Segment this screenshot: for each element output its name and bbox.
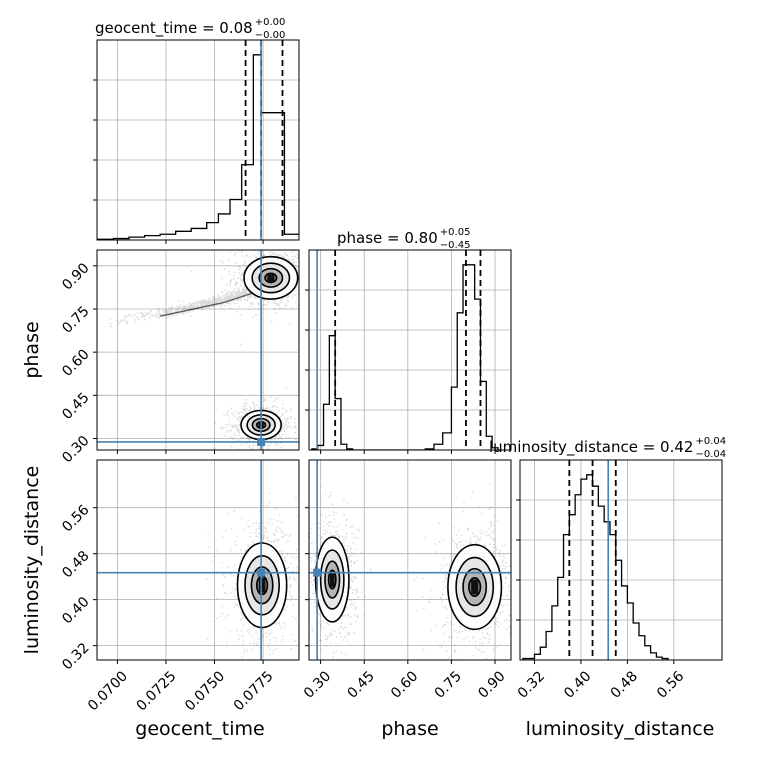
panel-frame-luminosity_distance_vs_geocent_time: [96, 459, 300, 661]
xtick-label-geocent_time-1: 0.0725: [134, 668, 180, 714]
xtick-label-luminosity_distance-3: 0.56: [654, 668, 687, 701]
xtick-label-phase-2: 0.60: [388, 668, 421, 701]
titles-layer: geocent_time = 0.08 +0.00 −0.00 phase = 0.8…: [95, 17, 726, 460]
yaxis-label-luminosity_distance: luminosity_distance: [21, 466, 43, 655]
title-plus-luminosity_distance: +0.04: [695, 436, 726, 447]
density-phase_vs_geocent_time: [109, 250, 299, 450]
ticks-layer: 0.0700 0.0725 0.0750 0.0775 0.30 0.45 0.60 0.75…: [59, 79, 687, 714]
truth-marker-phase_vs_geocent_time: [257, 437, 266, 446]
ytick-label-phase-4: 0.90: [59, 260, 92, 293]
density-peak-luminosity_distance_vs_geocent_time-0: [258, 577, 266, 593]
ytick-label-phase-0: 0.30: [59, 433, 92, 466]
xtick-label-phase-3: 0.75: [432, 668, 465, 701]
density-peak-luminosity_distance_vs_phase-1: [471, 579, 479, 595]
xtick-label-phase-4: 0.90: [475, 668, 508, 701]
ytick-label-phase-2: 0.60: [59, 347, 92, 380]
panels-layer: [96, 39, 723, 661]
title-minus-geocent_time: −0.00: [255, 30, 286, 41]
density-peak-luminosity_distance_vs_phase-0: [330, 572, 335, 587]
yaxis-label-phase: phase: [21, 321, 43, 378]
truth-marker-luminosity_distance_vs_geocent_time: [257, 568, 266, 577]
title-minus-phase: −0.45: [440, 240, 471, 251]
ytick-label-luminosity_distance-2: 0.48: [59, 548, 92, 581]
ytick-label-phase-1: 0.45: [59, 390, 92, 423]
title-plus-geocent_time: +0.00: [255, 17, 286, 28]
panel-frame-luminosity_distance: [519, 459, 723, 661]
contour-tail-phase_vs_geocent_time: [159, 292, 254, 317]
xtick-label-phase-0: 0.30: [301, 668, 334, 701]
xtick-label-geocent_time-0: 0.0700: [85, 668, 131, 714]
title-plus-phase: +0.05: [440, 227, 471, 238]
xtick-label-luminosity_distance-1: 0.40: [561, 668, 594, 701]
title-geocent_time: geocent_time = 0.08: [95, 19, 253, 38]
title-minus-luminosity_distance: −0.04: [695, 449, 726, 460]
ytick-label-phase-3: 0.75: [59, 303, 92, 336]
axis-labels-layer: geocent_time phase luminosity_distancephas…: [21, 321, 714, 740]
xtick-label-geocent_time-3: 0.0775: [231, 668, 277, 714]
ytick-label-luminosity_distance-1: 0.40: [59, 594, 92, 627]
title-luminosity_distance: luminosity_distance = 0.42: [489, 438, 693, 457]
truth-marker-luminosity_distance_vs_phase: [313, 568, 322, 577]
xtick-label-luminosity_distance-0: 0.32: [515, 668, 548, 701]
ytick-label-luminosity_distance-3: 0.56: [59, 502, 92, 535]
xaxis-label-phase: phase: [381, 718, 438, 740]
panel-frame-phase: [308, 249, 512, 451]
xtick-label-phase-1: 0.45: [344, 668, 377, 701]
xaxis-label-luminosity_distance: luminosity_distance: [526, 718, 715, 740]
histogram-geocent_time: [97, 54, 299, 240]
ytick-label-luminosity_distance-0: 0.32: [59, 640, 92, 673]
title-phase: phase = 0.80: [337, 229, 438, 247]
density-peak-phase_vs_geocent_time-0: [267, 274, 275, 282]
histogram-phase: [311, 264, 499, 450]
xtick-label-luminosity_distance-2: 0.48: [608, 668, 641, 701]
xaxis-label-geocent_time: geocent_time: [135, 718, 264, 740]
xtick-label-geocent_time-2: 0.0750: [182, 668, 228, 714]
panel-frame-geocent_time: [96, 39, 300, 241]
scatter-points-phase_vs_geocent_time: [109, 250, 299, 450]
histogram-luminosity_distance: [522, 474, 669, 660]
panel-frame-luminosity_distance_vs_phase: [308, 459, 512, 661]
panel-frame-phase_vs_geocent_time: [96, 249, 300, 451]
density-luminosity_distance_vs_geocent_time: [206, 492, 299, 659]
